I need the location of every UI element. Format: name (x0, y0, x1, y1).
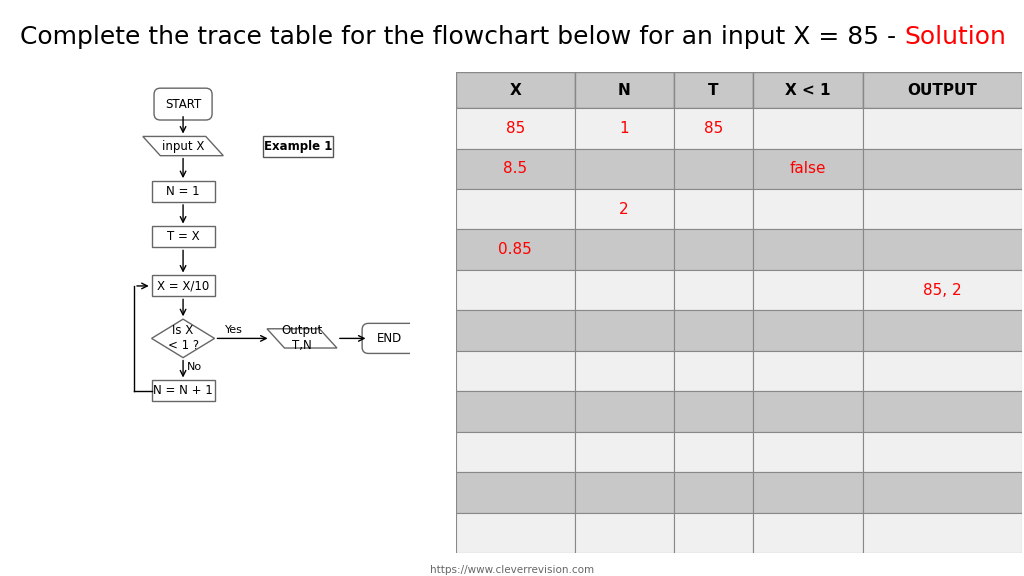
Text: https://www.cleverrevision.com: https://www.cleverrevision.com (430, 565, 594, 575)
Bar (753, 351, 863, 391)
Bar (674, 431, 753, 472)
Text: Complete the trace table for the flowchart below for an input X = 85 -: Complete the trace table for the flowcha… (20, 25, 904, 50)
Text: Output
T,N: Output T,N (282, 324, 323, 353)
Bar (753, 189, 863, 229)
FancyBboxPatch shape (362, 323, 417, 354)
Bar (753, 108, 863, 149)
Text: T: T (708, 82, 719, 97)
Text: 2: 2 (620, 202, 629, 217)
Text: Is X
< 1 ?: Is X < 1 ? (168, 324, 199, 353)
Bar (574, 310, 674, 351)
Bar (574, 472, 674, 513)
Bar (753, 513, 863, 553)
Bar (863, 270, 1022, 310)
Bar (674, 351, 753, 391)
Text: No: No (186, 362, 202, 372)
Bar (674, 72, 753, 108)
Bar (674, 472, 753, 513)
Text: 1: 1 (620, 121, 629, 136)
Bar (152, 275, 215, 297)
Bar (456, 431, 574, 472)
Polygon shape (142, 137, 223, 156)
Bar (456, 149, 574, 189)
Bar (263, 135, 334, 157)
Text: Solution: Solution (904, 25, 1007, 50)
Bar (456, 513, 574, 553)
Bar (152, 226, 215, 248)
Text: 85: 85 (506, 121, 524, 136)
Bar (456, 72, 574, 108)
Bar (574, 431, 674, 472)
Text: N = N + 1: N = N + 1 (154, 384, 213, 397)
Bar (456, 270, 574, 310)
Text: Yes: Yes (225, 325, 243, 335)
Bar (152, 380, 215, 401)
Bar (863, 472, 1022, 513)
Bar (674, 270, 753, 310)
Bar (574, 189, 674, 229)
Text: X = X/10: X = X/10 (157, 279, 209, 293)
Bar (753, 72, 863, 108)
Bar (674, 310, 753, 351)
Text: OUTPUT: OUTPUT (907, 82, 978, 97)
Bar (753, 149, 863, 189)
Bar (863, 108, 1022, 149)
Polygon shape (267, 329, 337, 348)
Bar (456, 310, 574, 351)
Bar (863, 149, 1022, 189)
Bar (456, 472, 574, 513)
Bar (863, 189, 1022, 229)
Text: N = 1: N = 1 (166, 185, 200, 198)
Text: X: X (509, 82, 521, 97)
Bar (674, 391, 753, 431)
Bar (863, 351, 1022, 391)
Text: input X: input X (162, 139, 204, 153)
Bar (753, 270, 863, 310)
Bar (753, 229, 863, 270)
Bar (574, 391, 674, 431)
Bar (152, 181, 215, 202)
Bar (753, 310, 863, 351)
Bar (863, 513, 1022, 553)
Bar (574, 229, 674, 270)
Bar (574, 108, 674, 149)
Text: T = X: T = X (167, 230, 200, 244)
Bar (456, 351, 574, 391)
Bar (863, 229, 1022, 270)
Bar (674, 189, 753, 229)
Bar (574, 351, 674, 391)
Bar (574, 149, 674, 189)
Text: false: false (790, 161, 826, 176)
Bar (574, 270, 674, 310)
Text: 0.85: 0.85 (499, 242, 532, 257)
Bar (674, 513, 753, 553)
Bar (456, 189, 574, 229)
Polygon shape (152, 319, 215, 358)
Bar (863, 431, 1022, 472)
Bar (674, 229, 753, 270)
Text: 85, 2: 85, 2 (924, 283, 962, 298)
Text: N: N (617, 82, 631, 97)
Bar (674, 149, 753, 189)
Bar (863, 391, 1022, 431)
Bar (574, 513, 674, 553)
Bar (574, 72, 674, 108)
Bar (863, 72, 1022, 108)
Bar (863, 310, 1022, 351)
Text: START: START (165, 97, 201, 111)
Bar (674, 108, 753, 149)
Bar (456, 229, 574, 270)
Text: 85: 85 (703, 121, 723, 136)
Text: Example 1: Example 1 (264, 139, 333, 153)
Bar (753, 391, 863, 431)
Bar (456, 108, 574, 149)
Text: END: END (377, 332, 402, 345)
Text: 8.5: 8.5 (503, 161, 527, 176)
FancyBboxPatch shape (154, 88, 212, 120)
Bar (753, 431, 863, 472)
Bar (753, 472, 863, 513)
Text: X < 1: X < 1 (785, 82, 830, 97)
Bar (456, 391, 574, 431)
